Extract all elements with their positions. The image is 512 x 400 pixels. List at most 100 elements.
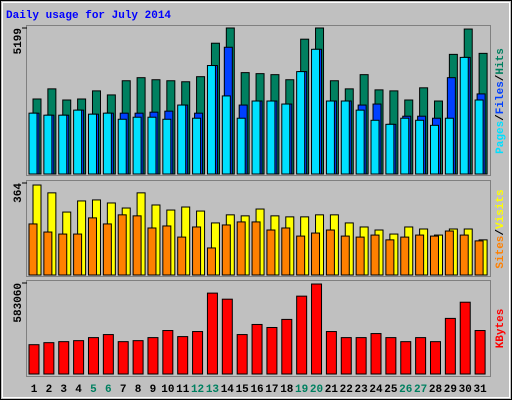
bar xyxy=(415,234,425,276)
bar xyxy=(385,239,395,276)
x-tick-label: 10 xyxy=(161,384,174,396)
bar xyxy=(102,223,112,276)
bar xyxy=(429,124,439,175)
x-tick-label: 31 xyxy=(473,384,487,396)
bar xyxy=(192,226,202,276)
x-tick-label: 16 xyxy=(250,384,263,396)
bar xyxy=(281,318,293,375)
bar xyxy=(444,230,454,276)
x-tick-label: 2 xyxy=(46,384,53,396)
legend-entry: KBytes xyxy=(495,309,507,349)
x-tick-label: 7 xyxy=(120,384,127,396)
bar xyxy=(251,323,263,375)
bar xyxy=(266,229,276,276)
bar xyxy=(28,112,38,175)
y-tick-label: 583060 xyxy=(13,283,25,323)
legend-separator: / xyxy=(495,114,507,121)
bar xyxy=(429,341,441,375)
bar xyxy=(474,240,484,276)
x-tick-label: 13 xyxy=(206,384,220,396)
legend-separator: / xyxy=(495,229,507,236)
bar xyxy=(73,340,85,375)
bar xyxy=(340,100,350,175)
x-tick-label: 11 xyxy=(176,384,190,396)
bar xyxy=(281,103,291,175)
bar xyxy=(73,233,83,276)
bar xyxy=(28,223,38,276)
bar xyxy=(177,336,189,375)
bar xyxy=(400,341,412,375)
bar xyxy=(132,116,142,175)
bar xyxy=(266,326,278,375)
bar xyxy=(177,104,187,175)
x-tick-label: 25 xyxy=(384,384,398,396)
legend-entry: Hits xyxy=(495,48,507,74)
bar xyxy=(355,236,365,276)
bar xyxy=(192,331,204,375)
bar xyxy=(236,117,246,175)
legend: Pages/Files/Hits xyxy=(495,48,507,154)
bar xyxy=(28,344,40,375)
bar xyxy=(147,116,157,175)
x-tick-label: 22 xyxy=(340,384,353,396)
bar xyxy=(117,118,127,175)
bar xyxy=(206,292,218,375)
bar xyxy=(311,232,321,276)
bar xyxy=(162,330,174,375)
bar xyxy=(132,215,142,276)
bar xyxy=(162,118,172,175)
x-tick-label: 30 xyxy=(459,384,472,396)
bar xyxy=(221,298,233,375)
bar xyxy=(370,234,380,276)
bar xyxy=(206,247,216,276)
bar xyxy=(147,337,159,375)
bar xyxy=(325,229,335,276)
bar xyxy=(311,283,323,375)
bar xyxy=(370,119,380,175)
bar xyxy=(429,235,439,276)
bar xyxy=(221,95,231,175)
bar xyxy=(102,112,112,175)
x-tick-label: 18 xyxy=(280,384,294,396)
bar xyxy=(415,119,425,175)
x-tick-label: 23 xyxy=(355,384,369,396)
x-tick-label: 21 xyxy=(325,384,339,396)
bar xyxy=(459,301,471,375)
x-tick-label: 27 xyxy=(414,384,427,396)
bar xyxy=(355,109,365,175)
legend-entry: Visits xyxy=(495,189,507,229)
legend-separator: / xyxy=(495,74,507,81)
bar xyxy=(340,235,350,276)
y-tick-label: 364 xyxy=(13,183,25,203)
x-tick-label: 17 xyxy=(265,384,278,396)
bar xyxy=(296,235,306,276)
x-tick-label: 24 xyxy=(369,384,383,396)
bar xyxy=(400,236,410,276)
legend-entry: Sites xyxy=(495,236,507,269)
legend-entry: Files xyxy=(495,81,507,114)
bar xyxy=(400,117,410,175)
bar xyxy=(459,234,469,276)
bar xyxy=(58,114,68,175)
x-tick-label: 14 xyxy=(221,384,235,396)
bar xyxy=(385,123,395,175)
bar xyxy=(266,100,276,175)
bar xyxy=(474,99,484,175)
bar xyxy=(281,227,291,276)
bar xyxy=(117,341,129,375)
bar xyxy=(87,113,97,175)
bar xyxy=(325,331,337,375)
x-tick-label: 20 xyxy=(310,384,323,396)
x-tick-label: 29 xyxy=(444,384,457,396)
x-tick-label: 4 xyxy=(75,384,82,396)
bar xyxy=(236,334,248,375)
x-tick-label: 12 xyxy=(191,384,204,396)
bar xyxy=(221,224,231,276)
bar xyxy=(474,330,486,375)
legend: KBytes xyxy=(495,309,507,349)
bar xyxy=(87,337,99,375)
bar xyxy=(444,117,454,175)
bar xyxy=(251,221,261,276)
